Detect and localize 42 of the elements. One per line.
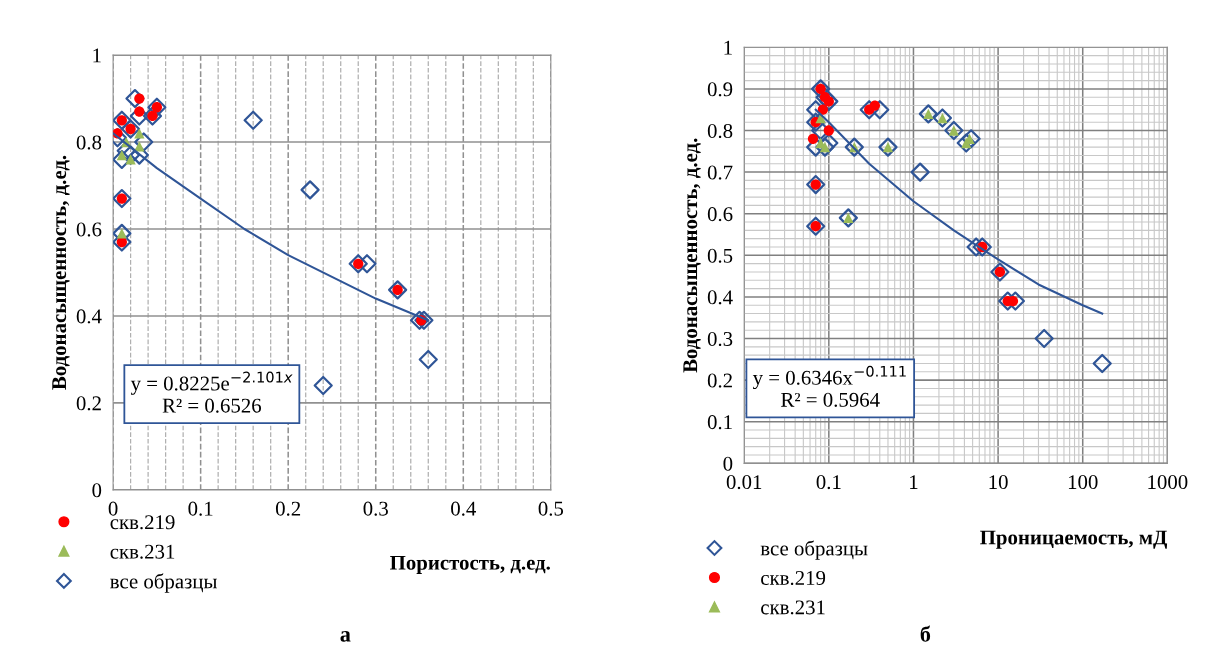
y-tick-label: 0.2 <box>707 373 732 388</box>
y-tick-label: 0.8 <box>707 123 733 139</box>
y-tick-label: 0.4 <box>707 290 733 305</box>
annotation: y = 0.6346x$^{−0.111}$ R² = 0.5964 <box>752 365 906 407</box>
y-tick-label: 0.3 <box>707 331 733 347</box>
y-tick-label: 0.7 <box>707 165 733 180</box>
x-tick-label: 0.1 <box>816 475 841 490</box>
x-tick-label: 10 <box>989 475 1008 490</box>
y-axis-title: Водонасыщенность, д.ед. <box>52 155 70 390</box>
y-tick-label: 0.2 <box>76 396 101 411</box>
x-tick-label: 0 <box>108 501 118 516</box>
x-tick-label: 0.4 <box>451 501 476 516</box>
y-tick-label: 1 <box>724 40 732 55</box>
legend-label: все образцы <box>760 540 868 560</box>
annotation: y = 0.8225e$^{−2.101x}$ R² = 0.6526 <box>130 371 293 413</box>
text: а <box>340 631 351 642</box>
y-tick-label: 0.6 <box>76 222 102 237</box>
legend-label: скв.219 <box>761 570 826 586</box>
legend-label: все образцы <box>110 573 217 593</box>
x-tick-label: 100 <box>1068 475 1098 490</box>
text: б <box>920 625 931 642</box>
legend-label: скв.219 <box>110 515 175 530</box>
y-tick-label: 0 <box>723 456 733 471</box>
x-tick-label: 0.1 <box>188 501 213 516</box>
y-tick-label: 0.5 <box>707 248 733 263</box>
x-axis-title: Проницаемость, мД <box>980 530 1168 549</box>
y-tick-label: 0.4 <box>76 309 102 324</box>
y-tick-label: 0.9 <box>707 82 733 97</box>
y-axis-title: Водонасыщенность, д.ед. <box>683 138 701 373</box>
x-tick-label: 0.2 <box>275 501 301 516</box>
y-tick-label: 0.1 <box>707 415 732 430</box>
x-tick-label: 1000 <box>1148 475 1188 490</box>
y-tick-label: 1 <box>93 48 101 63</box>
x-tick-label: 1 <box>910 475 918 489</box>
x-axis-title: Пористость, д.ед. <box>390 555 550 574</box>
y-tick-label: 0.6 <box>707 207 733 222</box>
x-tick-label: 0.01 <box>726 475 762 490</box>
y-tick-label: 0.8 <box>76 135 102 150</box>
x-tick-label: 0.5 <box>538 501 564 516</box>
legend-label: скв.231 <box>110 544 175 559</box>
x-tick-label: 0.3 <box>363 501 388 516</box>
legend-label: скв.231 <box>761 600 825 615</box>
